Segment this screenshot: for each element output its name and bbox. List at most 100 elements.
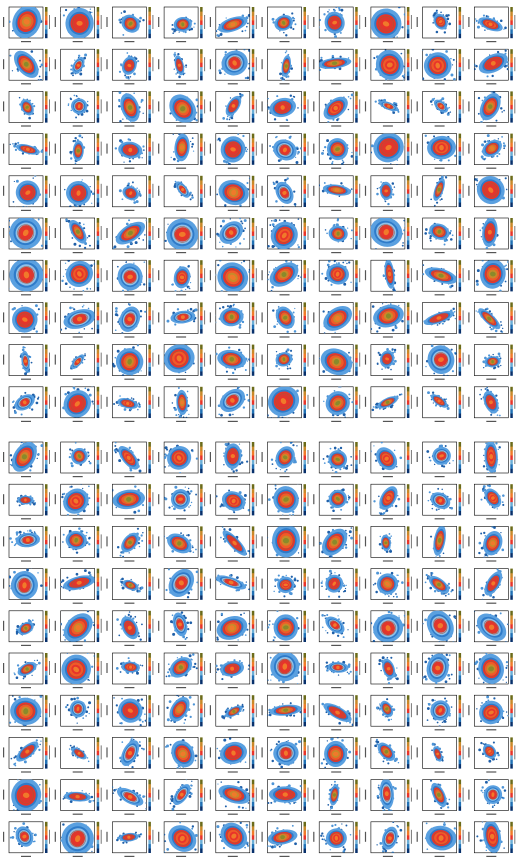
colorbar-segment bbox=[200, 371, 203, 376]
point bbox=[344, 260, 347, 262]
colorbar-segment bbox=[148, 175, 151, 181]
galaxy bbox=[60, 304, 95, 334]
point bbox=[24, 372, 28, 376]
point bbox=[350, 229, 353, 232]
colorbar-segment bbox=[45, 277, 48, 283]
colorbar-segment bbox=[251, 244, 255, 250]
point bbox=[9, 219, 10, 222]
colorbar-segment bbox=[510, 146, 513, 152]
point bbox=[450, 57, 452, 60]
panel bbox=[106, 259, 154, 296]
point bbox=[130, 242, 132, 245]
x-axis-label bbox=[124, 420, 135, 422]
point bbox=[164, 240, 165, 243]
point bbox=[424, 232, 428, 235]
colorbar-segment bbox=[458, 324, 462, 330]
galaxy bbox=[370, 218, 405, 249]
colorbar-label bbox=[204, 268, 206, 283]
colorbar-segment bbox=[458, 146, 462, 152]
galaxy bbox=[269, 135, 302, 164]
point bbox=[319, 59, 322, 62]
colorbar-segment bbox=[96, 62, 100, 68]
galaxy bbox=[18, 96, 36, 120]
colorbar-segment bbox=[355, 189, 358, 194]
colorbar bbox=[45, 175, 50, 207]
point bbox=[173, 29, 176, 33]
contour-line bbox=[178, 185, 187, 194]
point bbox=[177, 386, 180, 389]
point bbox=[125, 261, 127, 263]
point bbox=[475, 19, 478, 22]
point bbox=[477, 112, 480, 115]
x-axis-label bbox=[331, 378, 342, 380]
contour-line bbox=[329, 186, 345, 194]
colorbar-segment bbox=[355, 117, 358, 123]
galaxy bbox=[171, 264, 192, 292]
panel bbox=[158, 175, 206, 211]
point bbox=[297, 150, 300, 154]
colorbar bbox=[96, 302, 102, 334]
x-axis-label bbox=[486, 378, 497, 380]
galaxy bbox=[424, 222, 454, 246]
point bbox=[246, 181, 249, 185]
galaxy bbox=[118, 52, 140, 80]
point bbox=[216, 232, 219, 236]
galaxy bbox=[272, 177, 297, 207]
point bbox=[439, 199, 441, 201]
panel bbox=[3, 386, 50, 422]
colorbar bbox=[458, 218, 464, 250]
point bbox=[476, 179, 479, 182]
colorbar-segment bbox=[251, 113, 255, 119]
point bbox=[189, 307, 193, 311]
colorbar-segment bbox=[96, 20, 100, 25]
colorbar-segment bbox=[45, 180, 48, 185]
colorbar-segment bbox=[458, 344, 462, 350]
panel bbox=[209, 6, 257, 43]
colorbar-segment bbox=[510, 133, 513, 139]
colorbar-label bbox=[152, 141, 154, 156]
colorbar-segment bbox=[355, 264, 358, 270]
point bbox=[376, 187, 379, 190]
colorbar-segment bbox=[303, 222, 306, 228]
panel bbox=[209, 344, 257, 380]
point bbox=[176, 308, 180, 311]
point bbox=[164, 225, 165, 227]
colorbar-segment bbox=[406, 20, 410, 25]
colorbar-segment bbox=[251, 277, 255, 283]
colorbar-segment bbox=[200, 315, 203, 321]
contour-line bbox=[21, 146, 35, 153]
x-axis-label bbox=[72, 420, 83, 422]
point bbox=[30, 50, 34, 53]
point bbox=[292, 311, 295, 314]
contour bbox=[437, 229, 442, 234]
galaxy bbox=[475, 260, 509, 292]
colorbar-segment bbox=[251, 357, 255, 363]
point bbox=[140, 370, 142, 372]
colorbar-segment bbox=[458, 53, 462, 59]
colorbar-segment bbox=[406, 142, 410, 148]
point bbox=[138, 405, 141, 408]
colorbar bbox=[406, 175, 412, 207]
contour bbox=[487, 104, 493, 109]
colorbar-segment bbox=[200, 260, 203, 265]
point bbox=[219, 33, 223, 36]
colorbar-segment bbox=[45, 226, 48, 232]
contour bbox=[487, 229, 492, 235]
colorbar-label bbox=[462, 15, 464, 29]
x-axis-label bbox=[227, 167, 238, 169]
y-axis-label bbox=[209, 312, 211, 323]
colorbar-segment bbox=[458, 282, 462, 287]
colorbar-segment bbox=[406, 273, 410, 279]
x-axis-label bbox=[21, 167, 31, 169]
y-axis-label bbox=[364, 354, 367, 365]
point bbox=[224, 302, 227, 303]
colorbar-segment bbox=[303, 142, 306, 148]
x-axis-label bbox=[227, 209, 238, 211]
point bbox=[126, 52, 129, 54]
point bbox=[172, 133, 174, 136]
point bbox=[244, 29, 247, 32]
galaxy bbox=[65, 218, 91, 249]
contour bbox=[439, 104, 443, 108]
point bbox=[350, 93, 354, 97]
colorbar-segment bbox=[200, 353, 203, 359]
